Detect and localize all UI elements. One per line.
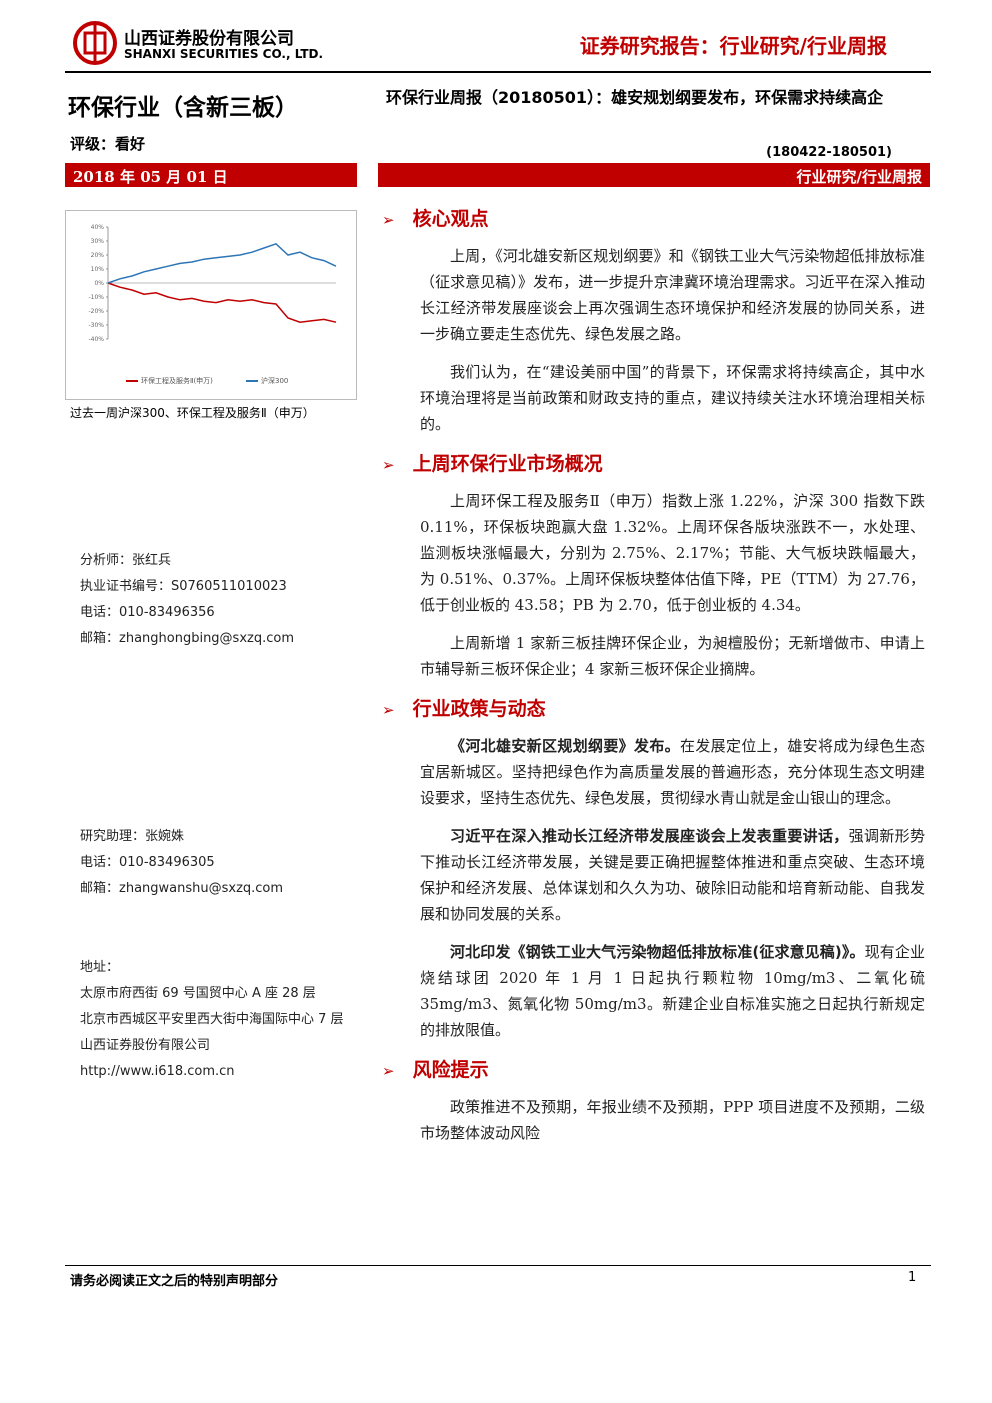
paragraph-text: 上周新增 1 家新三板挂牌环保企业，为昶檀股份；无新增做市、申请上市辅导新三板环… [420, 634, 925, 678]
paragraph-text: 我们认为，在“建设美丽中国”的背景下，环保需求将持续高企，其中水环境治理将是当前… [420, 363, 925, 433]
text: 邮箱：zhangwanshu@sxzq.com [80, 881, 284, 896]
bold-lead: 习近平在深入推动长江经济带发展座谈会上发表重要讲话， [450, 827, 849, 845]
bold-lead: 《河北雄安新区规划纲要》发布。 [450, 737, 680, 755]
text: 执业证书编号：S0760511010023 [80, 579, 287, 594]
bullet-icon: ➢ [382, 456, 395, 474]
paragraph: 上周，《河北雄安新区规划纲要》和《钢铁工业大气污染物超低排放标准（征求意见稿）》… [420, 243, 925, 347]
content: ➢ 核心观点上周，《河北雄安新区规划纲要》和《钢铁工业大气污染物超低排放标准（征求… [382, 200, 925, 1158]
rating: 评级：看好 [70, 135, 146, 153]
section-heading: ➢ 行业政策与动态 [382, 694, 925, 725]
paragraph: 上周环保工程及服务Ⅱ（申万）指数上涨 1.22%，沪深 300 指数下跌 0.1… [420, 488, 925, 618]
paragraph-text: 上周环保工程及服务Ⅱ（申万）指数上涨 1.22%，沪深 300 指数下跌 0.1… [420, 492, 925, 614]
heading-text: 风险提示 [412, 1059, 489, 1081]
category: 行业研究/行业周报 [796, 168, 922, 186]
address: 地址： 太原市府西街 69 号国贸中心 A 座 28 层北京市西城区平安里西大街中… [80, 955, 350, 1085]
section-heading: ➢ 核心观点 [382, 204, 925, 235]
legend-label: 环保工程及服务Ⅱ(申万) [141, 376, 213, 385]
paragraph-text: 政策推进不及预期，年报业绩不及预期，PPP 项目进度不及预期，二级市场整体波动风… [420, 1098, 925, 1142]
line [107, 242, 337, 284]
period: (180422-180501) [766, 145, 892, 160]
paragraph: 河北印发《钢铁工业大气污染物超低排放标准(征求意见稿)》。现有企业烧结球团 20… [420, 939, 925, 1043]
report-type: 证券研究报告：行业研究/行业周报 [579, 34, 887, 58]
paragraph: 我们认为，在“建设美丽中国”的背景下，环保需求将持续高企，其中水环境治理将是当前… [420, 359, 925, 437]
y-tick-label: -40% [88, 336, 104, 343]
page-number: 1 [908, 1270, 917, 1285]
heading-text: 行业政策与动态 [412, 698, 546, 720]
heading-text: 核心观点 [412, 208, 489, 230]
text: 太原市府西街 69 号国贸中心 A 座 28 层 [80, 986, 316, 1001]
text: http://www.i618.com.cn [80, 1064, 235, 1079]
y-tick-label: 30% [91, 238, 105, 245]
paragraph: 上周新增 1 家新三板挂牌环保企业，为昶檀股份；无新增做市、申请上市辅导新三板环… [420, 630, 925, 682]
text: 邮箱：zhanghongbing@sxzq.com [80, 631, 294, 646]
text: 地址： [80, 960, 120, 975]
paragraph-text: 现有企业烧结球团 2020 年 1 月 1 日起执行颗粒物 10mg/m3、二氧… [420, 943, 925, 1039]
assistant: 研究助理：张婉姝电话：010-83496305 邮箱：zhangwanshu@sx… [80, 824, 283, 902]
paragraph-text: 上周，《河北雄安新区规划纲要》和《钢铁工业大气污染物超低排放标准（征求意见稿）》… [420, 247, 925, 343]
bold-lead: 河北印发《钢铁工业大气污染物超低排放标准(征求意见稿)》。 [450, 943, 865, 961]
line [107, 282, 337, 323]
company-en: SHANXI SECURITIES CO., LTD. [124, 47, 324, 61]
date: 2018 年 05 月 01 日 [73, 168, 228, 186]
logo [73, 21, 117, 65]
text: 山西证券股份有限公司 [80, 1038, 211, 1053]
text: 研究助理：张婉姝 [80, 829, 185, 844]
category-bar: 行业研究/行业周报 [378, 163, 930, 187]
chart-caption: 过去一周沪深300、环保工程及服务Ⅱ（申万） [70, 406, 315, 420]
y-tick-label: 0% [94, 280, 104, 287]
text: 北京市西城区平安里西大街中海国际中心 7 层 [80, 1012, 344, 1027]
bullet-icon: ➢ [382, 1062, 395, 1080]
y-tick-label: -30% [88, 322, 104, 329]
text: 电话：010-83496356 [80, 605, 215, 620]
rule [65, 71, 931, 73]
text: 电话：010-83496305 [80, 855, 215, 870]
report-title: 环保行业周报（20180501）：雄安规划纲要发布，环保需求持续高企 [386, 88, 884, 107]
chart: -40% -30% -20% -10% 0% 10% 20% 30% 40% 环保工程及服务Ⅱ(申… [65, 210, 357, 400]
industry: 环保行业（含新三板） [68, 95, 298, 121]
paragraph: 《河北雄安新区规划纲要》发布。在发展定位上，雄安将成为绿色生态宜居新城区。坚持把… [420, 733, 925, 811]
paragraph: 政策推进不及预期，年报业绩不及预期，PPP 项目进度不及预期，二级市场整体波动风… [420, 1094, 925, 1146]
section-heading: ➢ 上周环保行业市场概况 [382, 449, 925, 480]
paragraph-text: 在发展定位上，雄安将成为绿色生态宜居新城区。坚持把绿色作为高质量发展的普遍形态，… [420, 737, 925, 807]
text: 分析师：张红兵 [80, 553, 172, 568]
bullet-icon: ➢ [382, 701, 395, 719]
company-cn: 山西证券股份有限公司 [124, 29, 294, 49]
y-tick-label: -20% [88, 308, 104, 315]
y-tick-label: -10% [88, 294, 104, 301]
analyst: 分析师：张红兵执业证书编号：S0760511010023 电话：010-83496… [80, 548, 294, 652]
y-tick-label: 20% [91, 252, 105, 259]
legend-label: 沪深300 [261, 376, 288, 385]
paragraph: 习近平在深入推动长江经济带发展座谈会上发表重要讲话，强调新形势下推动长江经济带发… [420, 823, 925, 927]
bullet-icon: ➢ [382, 211, 395, 229]
y-tick-label: 40% [91, 224, 105, 231]
section-heading: ➢ 风险提示 [382, 1055, 925, 1086]
disclaimer: 请务必阅读正文之后的特别声明部分 [70, 1274, 279, 1289]
y-tick-label: 10% [91, 266, 105, 273]
rule [65, 1265, 931, 1266]
paragraph-text: 强调新形势下推动长江经济带发展，关键是要正确把握整体推进和重点突破、生态环境保护… [420, 827, 925, 923]
date-bar: 2018 年 05 月 01 日 [65, 163, 357, 187]
heading-text: 上周环保行业市场概况 [412, 453, 603, 475]
